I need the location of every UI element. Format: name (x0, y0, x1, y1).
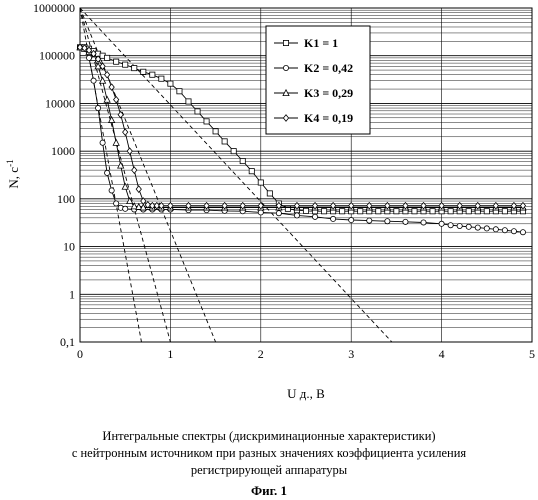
data-point (91, 78, 96, 83)
data-point (448, 209, 453, 214)
data-point (177, 89, 182, 94)
caption-line-2: с нейтронным источником при разных значе… (0, 445, 538, 462)
data-point (100, 140, 105, 145)
x-tick-label: 5 (529, 347, 535, 361)
data-point (430, 209, 435, 214)
data-point (195, 109, 200, 114)
data-point (340, 209, 345, 214)
data-point (394, 209, 399, 214)
data-point (312, 214, 317, 219)
x-axis-label: U д., В (287, 386, 325, 401)
data-point (520, 230, 525, 235)
data-point (421, 220, 426, 225)
y-tick-label: 0,1 (60, 335, 75, 349)
legend-label: K2 = 0,42 (304, 61, 353, 75)
data-point (403, 219, 408, 224)
y-axis-label-exponent: -1 (5, 159, 15, 167)
data-point (367, 218, 372, 223)
data-point (376, 209, 381, 214)
data-point (493, 227, 498, 232)
data-point (283, 40, 288, 45)
y-tick-label: 1 (69, 287, 75, 301)
data-point (150, 72, 155, 77)
data-point (258, 180, 263, 185)
data-point (213, 129, 218, 134)
data-point (267, 191, 272, 196)
caption-line-1: Интегральные спектры (дискриминационные … (0, 428, 538, 445)
x-tick-label: 4 (439, 347, 445, 361)
data-point (113, 140, 119, 146)
legend: K1 = 1 K2 = 0,42 K3 = 0,29 K4 = 0,19 (266, 26, 370, 134)
x-tick-label: 2 (258, 347, 264, 361)
x-tick-label: 3 (348, 347, 354, 361)
data-point (276, 211, 281, 216)
y-tick-label: 100 (57, 192, 75, 206)
data-point (136, 186, 141, 192)
data-point (466, 224, 471, 229)
data-point (285, 206, 290, 211)
data-point (123, 206, 128, 211)
y-tick-label: 1000 (51, 144, 75, 158)
data-point (303, 208, 308, 213)
data-point (231, 149, 236, 154)
data-point (294, 213, 299, 218)
data-point (123, 129, 128, 135)
data-point (283, 65, 288, 70)
data-point (105, 170, 110, 175)
data-point (331, 216, 336, 221)
data-point (95, 105, 100, 110)
y-tick-label: 100000 (39, 49, 75, 63)
data-point (240, 158, 245, 163)
data-point (258, 210, 263, 215)
data-point (385, 219, 390, 224)
data-point (132, 167, 137, 173)
data-point (105, 72, 110, 78)
data-point (168, 81, 173, 86)
legend-label: K3 = 0,29 (304, 86, 353, 100)
data-point (141, 69, 146, 74)
data-point (511, 229, 516, 234)
data-point (349, 217, 354, 222)
data-point (475, 225, 480, 230)
x-tick-label: 0 (77, 347, 83, 361)
figure-label: Фиг. 1 (0, 483, 538, 499)
data-point (109, 188, 114, 193)
data-point (186, 99, 191, 104)
y-axis-label-base: N, с (6, 167, 21, 189)
figure-caption: Интегральные спектры (дискриминационные … (0, 428, 538, 479)
data-point (502, 209, 507, 214)
y-tick-label: 10 (63, 240, 75, 254)
data-point (132, 66, 137, 71)
data-point (484, 226, 489, 231)
data-point (439, 221, 444, 226)
data-point (412, 209, 417, 214)
data-point (159, 76, 164, 81)
data-point (358, 209, 363, 214)
data-point (123, 62, 128, 67)
chart: 0 1 2 3 4 5 0,1 1 10 100 1000 10000 100000 1000000 U … (0, 0, 538, 420)
data-point (114, 59, 119, 64)
data-point (105, 55, 110, 60)
y-axis-label: N, с-1 (5, 159, 21, 188)
legend-label: K4 = 0,19 (304, 111, 353, 125)
data-point (222, 139, 227, 144)
data-point (448, 223, 453, 228)
y-tick-label: 1000000 (33, 1, 75, 15)
data-point (457, 223, 462, 228)
caption-line-3: регистрирующей аппаратуры (0, 462, 538, 479)
data-point (466, 209, 471, 214)
data-point (114, 201, 119, 206)
legend-label: K1 = 1 (304, 36, 338, 50)
data-point (484, 209, 489, 214)
data-point (249, 169, 254, 174)
data-point (321, 209, 326, 214)
y-tick-label: 10000 (45, 96, 75, 110)
data-point (502, 228, 507, 233)
data-point (204, 119, 209, 124)
x-tick-label: 1 (167, 347, 173, 361)
data-point (100, 77, 106, 83)
